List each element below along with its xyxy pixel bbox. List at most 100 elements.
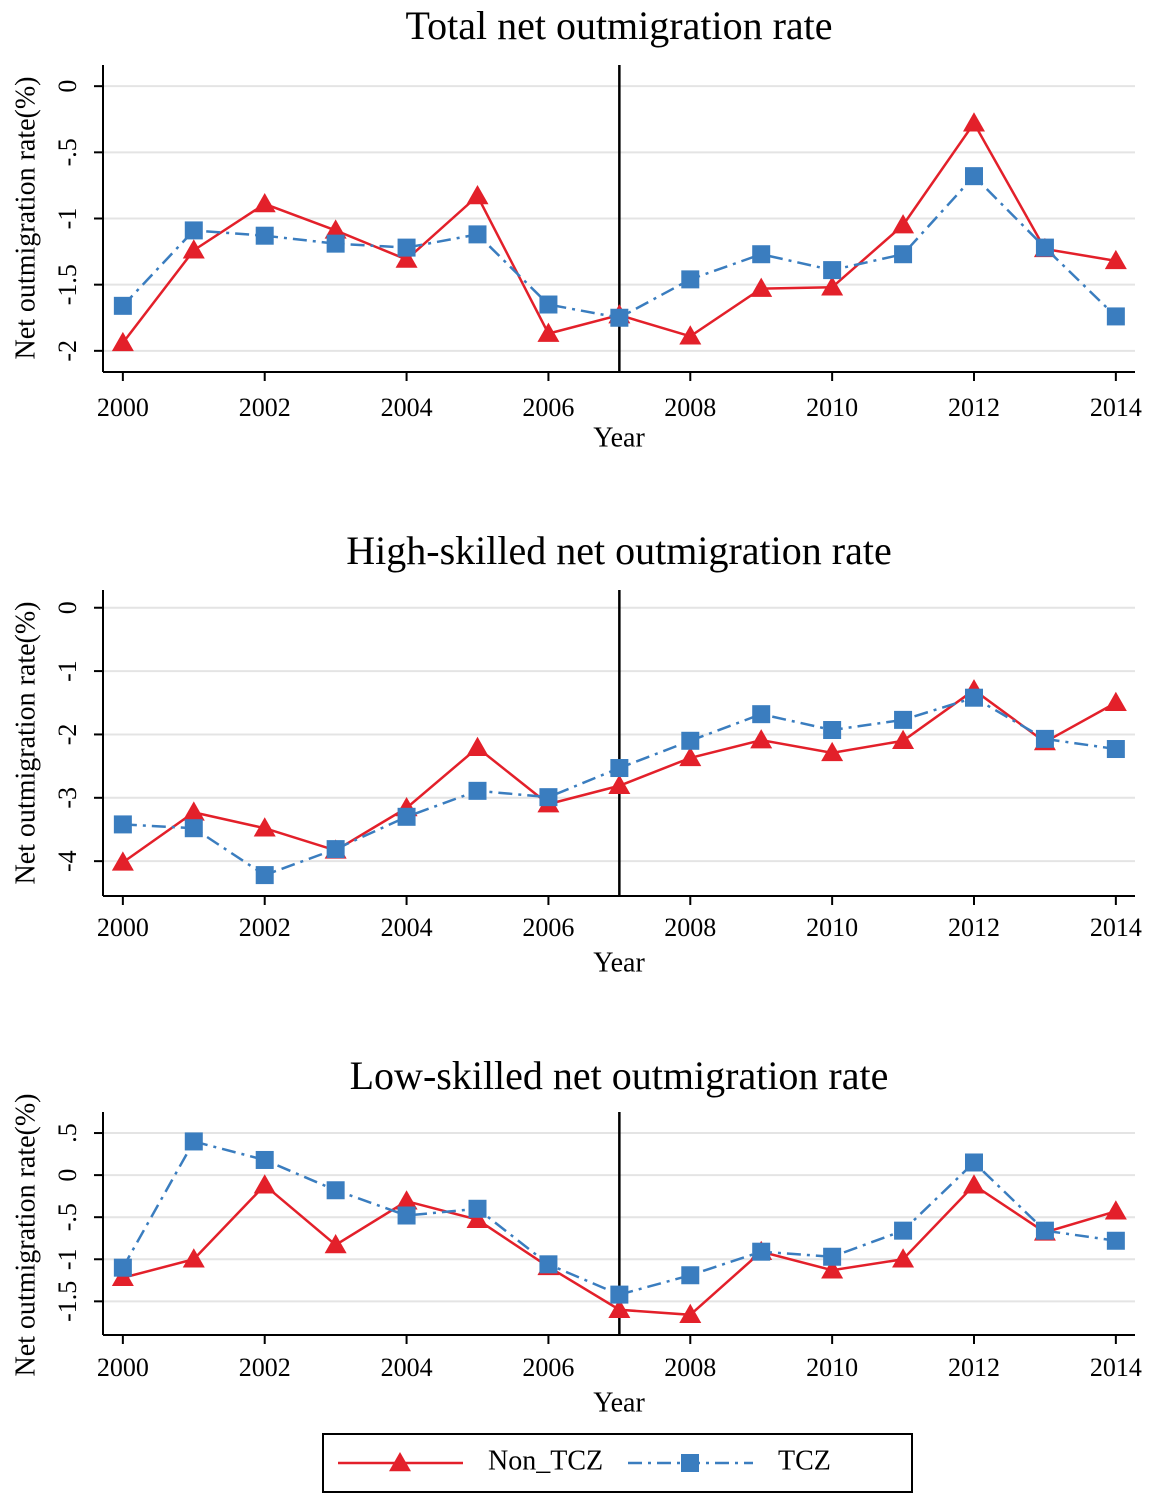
marker-triangle bbox=[750, 277, 773, 297]
marker-triangle bbox=[821, 1259, 844, 1279]
y-tick-label: 0 bbox=[53, 80, 82, 93]
marker-triangle bbox=[182, 1248, 205, 1268]
marker-triangle bbox=[182, 801, 205, 821]
marker-triangle bbox=[962, 1174, 985, 1194]
marker-triangle bbox=[821, 741, 844, 762]
marker-square bbox=[397, 807, 416, 826]
x-tick-label: 2010 bbox=[806, 393, 858, 422]
y-tick-label: -1.5 bbox=[53, 1281, 82, 1322]
y-axis-label: Net outmigration rate(%) bbox=[10, 76, 41, 359]
x-tick-label: 2008 bbox=[664, 1353, 716, 1382]
y-axis-label: Net outmigration rate(%) bbox=[10, 601, 41, 884]
marker-square bbox=[752, 1242, 771, 1261]
y-axis-label: Net outmigration rate(%) bbox=[10, 1093, 41, 1376]
marker-square bbox=[255, 1150, 274, 1169]
marker-square bbox=[255, 866, 274, 885]
marker-square bbox=[964, 1153, 983, 1172]
legend-marker bbox=[389, 1452, 411, 1472]
marker-square bbox=[610, 759, 629, 778]
x-tick-label: 2014 bbox=[1090, 913, 1142, 942]
marker-triangle bbox=[111, 331, 134, 352]
x-tick-label: 2012 bbox=[948, 913, 1000, 942]
x-tick-label: 2014 bbox=[1090, 393, 1142, 422]
marker-square bbox=[539, 788, 558, 807]
x-tick-label: 2008 bbox=[664, 913, 716, 942]
marker-square bbox=[113, 296, 132, 315]
chart-title: Total net outmigration rate bbox=[405, 3, 832, 48]
marker-triangle bbox=[679, 746, 702, 767]
x-tick-label: 2000 bbox=[97, 393, 149, 422]
legend-label: TCZ bbox=[778, 1445, 831, 1476]
marker-triangle bbox=[679, 325, 702, 345]
x-tick-label: 2002 bbox=[239, 913, 291, 942]
marker-triangle bbox=[111, 851, 134, 871]
y-tick-label: -1 bbox=[53, 1248, 82, 1270]
marker-triangle bbox=[679, 1303, 702, 1324]
marker-square bbox=[184, 221, 203, 240]
marker-square bbox=[752, 705, 771, 724]
x-tick-label: 2002 bbox=[239, 1353, 291, 1382]
x-tick-label: 2002 bbox=[239, 393, 291, 422]
marker-square bbox=[1106, 740, 1125, 759]
marker-triangle bbox=[395, 248, 418, 268]
legend-label: Non_TCZ bbox=[488, 1445, 603, 1476]
marker-triangle bbox=[324, 219, 347, 239]
x-tick-label: 2004 bbox=[381, 913, 433, 942]
marker-square bbox=[1106, 307, 1125, 326]
y-tick-label: -1 bbox=[53, 660, 82, 682]
y-tick-label: -.5 bbox=[53, 1203, 82, 1231]
y-tick-label: -1 bbox=[53, 208, 82, 230]
marker-triangle bbox=[395, 1190, 418, 1210]
marker-triangle bbox=[892, 214, 915, 234]
marker-square bbox=[397, 238, 416, 257]
legend-marker bbox=[681, 1454, 699, 1472]
marker-square bbox=[610, 1285, 629, 1304]
marker-triangle bbox=[821, 276, 844, 296]
marker-triangle bbox=[608, 1298, 631, 1319]
marker-square bbox=[113, 1258, 132, 1277]
marker-triangle bbox=[324, 1233, 347, 1254]
x-tick-label: 2000 bbox=[97, 913, 149, 942]
marker-square bbox=[1035, 729, 1054, 748]
marker-square bbox=[397, 1206, 416, 1225]
marker-triangle bbox=[182, 239, 205, 259]
y-tick-label: 0 bbox=[53, 1169, 82, 1182]
y-tick-label: -2 bbox=[53, 340, 82, 362]
marker-square bbox=[539, 1255, 558, 1274]
marker-square bbox=[326, 234, 345, 253]
marker-square bbox=[894, 1221, 913, 1240]
x-tick-label: 2010 bbox=[806, 1353, 858, 1382]
x-tick-label: 2004 bbox=[381, 1353, 433, 1382]
marker-square bbox=[468, 1199, 487, 1218]
x-tick-label: 2012 bbox=[948, 1353, 1000, 1382]
legend-box bbox=[322, 1433, 913, 1493]
marker-triangle bbox=[1104, 691, 1127, 712]
marker-square bbox=[610, 308, 629, 327]
marker-square bbox=[894, 245, 913, 264]
marker-square bbox=[752, 245, 771, 264]
marker-triangle bbox=[608, 774, 631, 795]
marker-triangle bbox=[537, 322, 560, 342]
x-tick-label: 2000 bbox=[97, 1353, 149, 1382]
marker-square bbox=[255, 226, 274, 245]
y-tick-label: -3 bbox=[53, 787, 82, 809]
marker-triangle bbox=[1104, 1200, 1127, 1220]
marker-square bbox=[681, 270, 700, 289]
marker-square bbox=[539, 295, 558, 314]
marker-square bbox=[823, 1247, 842, 1266]
y-tick-label: -1.5 bbox=[53, 264, 82, 305]
marker-triangle bbox=[253, 192, 276, 213]
chart-title: Low-skilled net outmigration rate bbox=[350, 1053, 889, 1098]
x-tick-label: 2010 bbox=[806, 913, 858, 942]
x-tick-label: 2006 bbox=[522, 393, 574, 422]
marker-triangle bbox=[253, 1174, 276, 1194]
y-tick-label: 0 bbox=[53, 601, 82, 614]
chart-title: High-skilled net outmigration rate bbox=[346, 528, 891, 573]
marker-square bbox=[681, 731, 700, 750]
marker-triangle bbox=[466, 185, 489, 205]
marker-square bbox=[964, 167, 983, 186]
x-tick-label: 2012 bbox=[948, 393, 1000, 422]
x-axis-label: Year bbox=[593, 1387, 645, 1418]
y-tick-label: .5 bbox=[53, 1123, 82, 1143]
